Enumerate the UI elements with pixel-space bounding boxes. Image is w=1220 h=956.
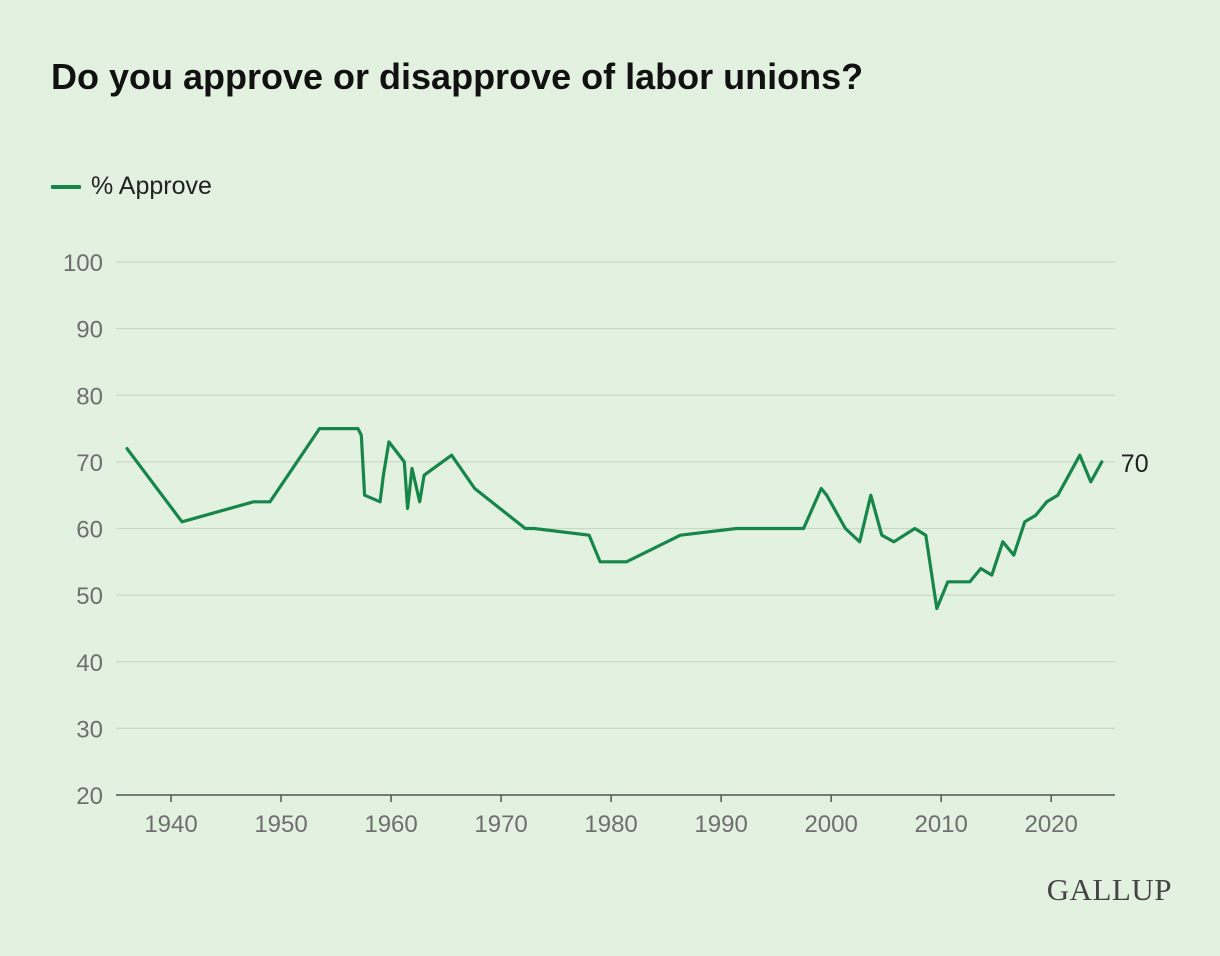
- y-tick-label-30: 30: [76, 716, 103, 743]
- x-tick-label-1990: 1990: [694, 811, 747, 838]
- chart-title: Do you approve or disapprove of labor un…: [51, 56, 864, 97]
- x-tick-label-1970: 1970: [474, 811, 527, 838]
- x-tick-label-2020: 2020: [1024, 811, 1077, 838]
- legend-swatch: [51, 184, 81, 189]
- x-tick-label-2010: 2010: [914, 811, 967, 838]
- gallup-logo: GALLUP: [1046, 872, 1172, 907]
- x-tick-label-1980: 1980: [584, 811, 637, 838]
- gridlines: [116, 261, 1115, 796]
- y-tick-label-20: 20: [76, 783, 103, 810]
- y-tick-label-50: 50: [76, 583, 103, 610]
- series-group: 70: [125, 427, 1149, 611]
- y-tick-label-40: 40: [76, 650, 103, 677]
- y-axis-ticks: 20 30 40 50 60 70 80 90 100: [63, 250, 103, 810]
- x-tick-label-1940: 1940: [144, 811, 197, 838]
- y-tick-label-70: 70: [76, 450, 103, 477]
- x-tick-label-1950: 1950: [254, 811, 307, 838]
- legend-label: % Approve: [91, 172, 212, 200]
- y-tick-label-80: 80: [76, 383, 103, 410]
- x-tick-label-2000: 2000: [804, 811, 857, 838]
- series-end-label: 70: [1121, 450, 1149, 478]
- y-tick-label-90: 90: [76, 317, 103, 344]
- legend: % Approve: [51, 172, 212, 201]
- x-axis-ticks: 1940 1950 1960 1970 1980 1990 2000 2010 2020: [144, 795, 1078, 838]
- y-tick-label-100: 100: [63, 250, 103, 277]
- y-tick-label-60: 60: [76, 517, 103, 544]
- x-tick-label-1960: 1960: [364, 811, 417, 838]
- series-line-approve: [125, 427, 1104, 611]
